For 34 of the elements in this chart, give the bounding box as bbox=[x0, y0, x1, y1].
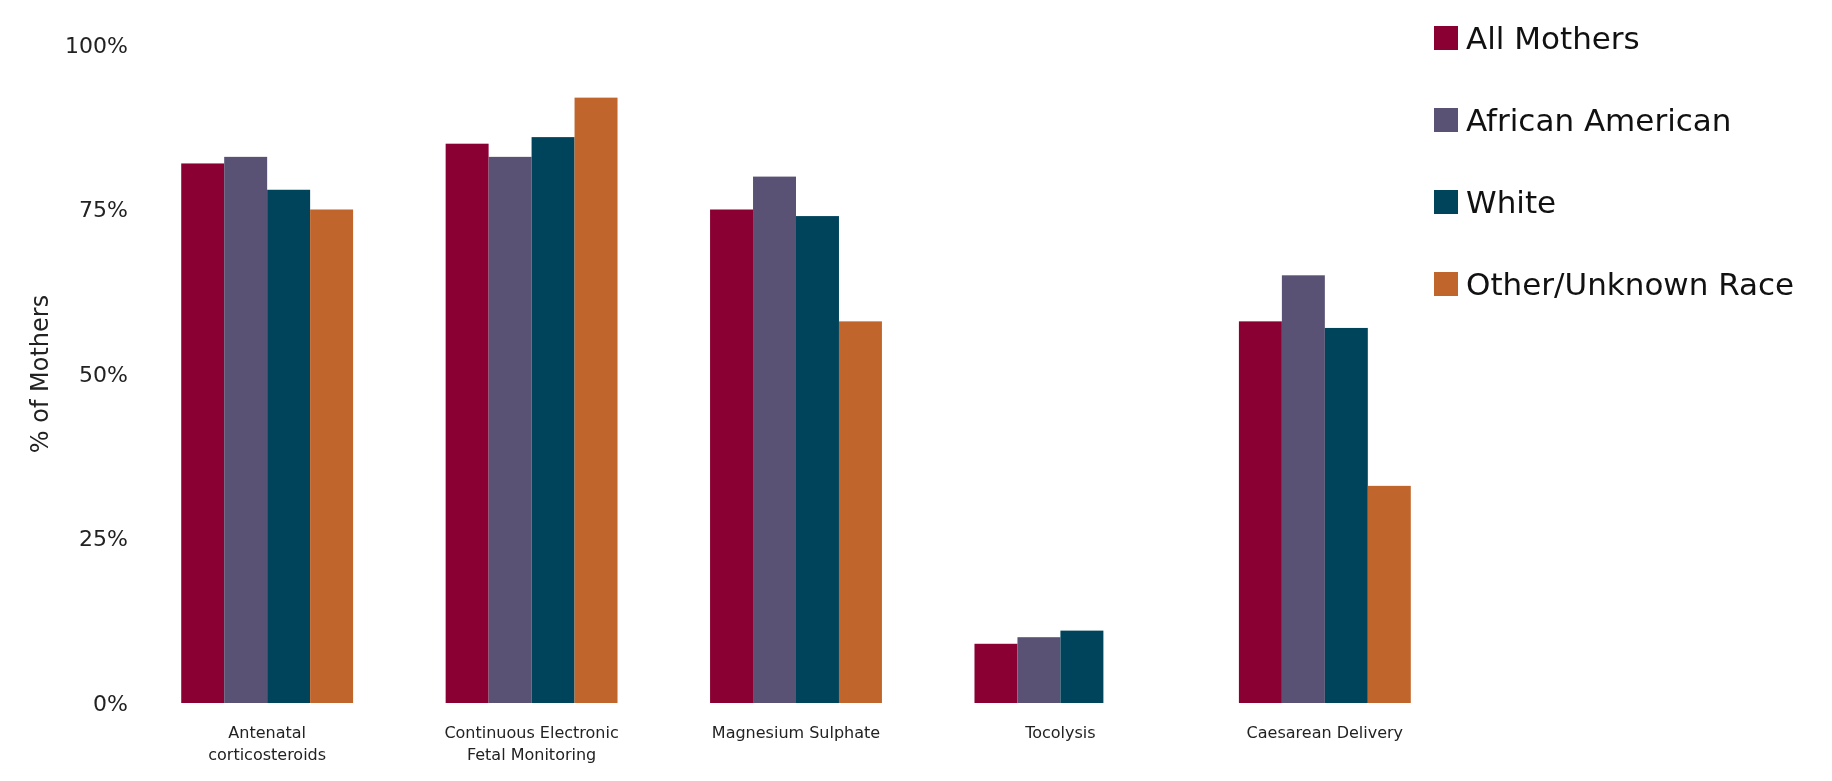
bar bbox=[310, 209, 354, 703]
bar bbox=[488, 156, 532, 703]
y-tick-label: 25% bbox=[79, 526, 128, 552]
bar bbox=[1017, 637, 1061, 703]
x-tick-label: Tocolysis bbox=[1024, 723, 1096, 742]
legend-label: White bbox=[1466, 183, 1557, 220]
bar bbox=[531, 137, 575, 703]
x-tick-label: Magnesium Sulphate bbox=[711, 723, 881, 742]
bar bbox=[445, 143, 489, 703]
y-tick-label: 75% bbox=[79, 197, 128, 223]
bar bbox=[838, 321, 882, 703]
bar bbox=[753, 176, 796, 703]
bar bbox=[710, 209, 754, 703]
bar bbox=[796, 216, 839, 703]
bar bbox=[1238, 321, 1282, 703]
bar bbox=[1281, 275, 1325, 703]
legend-label: African American bbox=[1466, 101, 1732, 138]
x-tick-label: Caesarean Delivery bbox=[1246, 723, 1404, 742]
y-tick-label: 0% bbox=[93, 690, 128, 716]
y-tick-label: 50% bbox=[79, 361, 128, 387]
bar bbox=[1367, 485, 1411, 703]
legend-label: Other/Unknown Race bbox=[1466, 265, 1795, 302]
bar bbox=[1060, 630, 1104, 703]
x-tick-label: Antenatal corticosteroids bbox=[208, 723, 327, 764]
bar bbox=[1324, 327, 1368, 703]
x-tick-label: Continuous Electronic Fetal Monitoring bbox=[444, 723, 619, 764]
legend-label: All Mothers bbox=[1466, 19, 1640, 56]
y-axis-title: % of Mothers bbox=[26, 294, 54, 454]
bar bbox=[224, 156, 268, 703]
bar bbox=[181, 163, 225, 703]
bar bbox=[974, 643, 1018, 703]
bar bbox=[574, 97, 618, 703]
bar bbox=[267, 189, 311, 703]
y-tick-label: 100% bbox=[65, 32, 128, 58]
